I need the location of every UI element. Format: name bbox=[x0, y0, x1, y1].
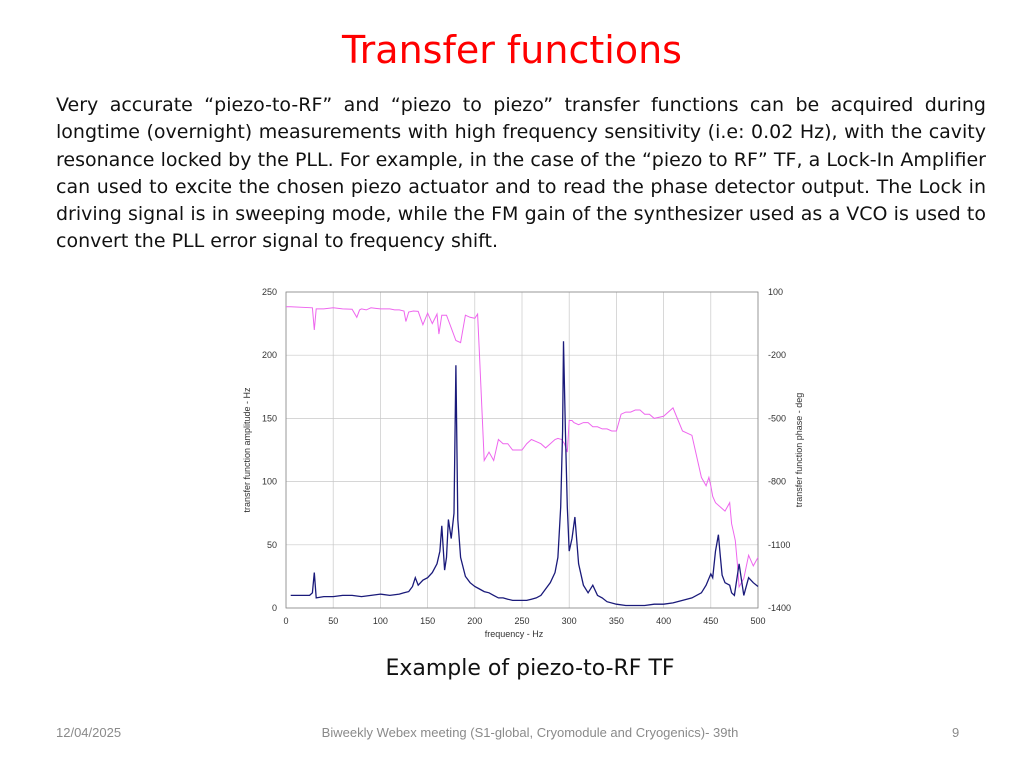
x-tick-label: 300 bbox=[562, 616, 577, 626]
transfer-function-chart: 0 50 100 150 200 250 300 350 400 450 500 0 50 100 150… bbox=[242, 287, 804, 639]
slide-title: Transfer functions bbox=[342, 28, 682, 72]
x-tick-label: 500 bbox=[750, 616, 765, 626]
x-tick-label: 150 bbox=[420, 616, 435, 626]
x-axis-label: frequency - Hz bbox=[485, 629, 544, 639]
y2-tick-label: -1100 bbox=[768, 540, 790, 550]
y-tick-label: 0 bbox=[272, 603, 277, 613]
x-tick-label: 400 bbox=[656, 616, 671, 626]
y-tick-label: 100 bbox=[262, 477, 277, 487]
x-tick-label: 100 bbox=[373, 616, 388, 626]
y2-axis-label: transfer function phase - deg bbox=[794, 393, 804, 508]
x-tick-label: 350 bbox=[609, 616, 624, 626]
figure-caption: Example of piezo-to-RF TF bbox=[385, 656, 675, 681]
y-tick-label: 50 bbox=[267, 540, 277, 550]
page-number: 9 bbox=[952, 725, 960, 740]
x-tick-label: 200 bbox=[467, 616, 482, 626]
x-tick-label: 50 bbox=[328, 616, 338, 626]
footer-text: Biweekly Webex meeting (S1-global, Cryom… bbox=[321, 725, 739, 740]
footer-date: 12/04/2025 bbox=[56, 725, 122, 740]
y2-tick-label: 100 bbox=[768, 287, 783, 297]
y-tick-label: 250 bbox=[262, 287, 277, 297]
x-tick-label: 450 bbox=[703, 616, 718, 626]
amplitude-series-line bbox=[290, 341, 759, 607]
y-tick-label: 200 bbox=[262, 350, 277, 360]
body-paragraph: Very accurate “piezo-to-RF” and “piezo t… bbox=[56, 94, 986, 253]
phase-series-line bbox=[286, 306, 759, 589]
y2-tick-label: -200 bbox=[768, 350, 786, 360]
x-tick-label: 0 bbox=[283, 616, 288, 626]
x-tick-label: 250 bbox=[514, 616, 529, 626]
y2-tick-label: -1400 bbox=[768, 603, 791, 613]
y2-tick-label: -500 bbox=[768, 413, 786, 423]
y-axis-label: transfer function amplitude - Hz bbox=[242, 387, 252, 513]
y-tick-label: 150 bbox=[262, 413, 277, 423]
y2-tick-label: -800 bbox=[768, 477, 786, 487]
